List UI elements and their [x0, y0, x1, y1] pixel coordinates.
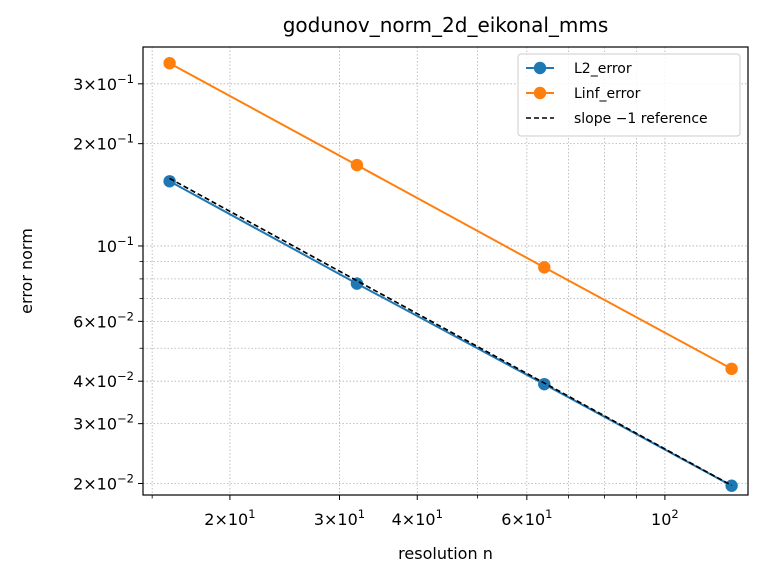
legend-frame — [517, 53, 741, 137]
y-axis-title: error norm — [17, 228, 36, 314]
y-tick-label: 2×10−1 — [73, 132, 134, 154]
data-point-linf-error — [725, 362, 738, 376]
legend-label: L2_error — [574, 61, 632, 77]
y-tick-label: 3×10−2 — [73, 412, 134, 434]
data-point-l2-error — [350, 277, 364, 290]
x-tick-label: 6×101 — [501, 507, 552, 529]
series-line-linf-error — [169, 62, 733, 370]
x-axis-title: resolution n — [398, 544, 493, 563]
y-tick-label: 6×10−2 — [73, 309, 134, 331]
x-tick-label: 3×101 — [314, 507, 365, 529]
legend-swatch-marker — [533, 86, 547, 100]
data-point-linf-error — [538, 261, 551, 274]
legend-swatch-marker — [533, 61, 547, 75]
data-point-l2-error — [538, 377, 551, 391]
data-point-l2-error — [725, 479, 738, 492]
x-tick-label: 2×101 — [204, 507, 255, 529]
series-line-l2-error — [169, 180, 733, 487]
y-tick-label: 3×10−1 — [73, 72, 134, 94]
tick-labels: 2×101 3×101 4×101 6×101 102 3×10−1 2×10−1 10−1 6… — [73, 72, 679, 529]
legend-label: slope −1 reference — [574, 111, 708, 127]
chart-title: godunov_norm_2d_eikonal_mms — [283, 13, 609, 37]
legend-label: Linf_error — [574, 86, 641, 102]
series-layer — [163, 56, 738, 492]
x-tick-label: 102 — [651, 507, 679, 529]
y-tick-label: 4×10−2 — [73, 369, 134, 391]
axis-ticks — [138, 83, 666, 500]
y-tick-label: 2×10−2 — [73, 471, 134, 493]
plot-frame — [142, 46, 749, 496]
data-point-linf-error — [350, 158, 364, 172]
y-tick-label: 10−1 — [97, 234, 134, 256]
reference-line-overlay — [169, 177, 732, 487]
data-point-l2-error — [163, 175, 176, 188]
data-point-linf-error — [163, 56, 176, 70]
x-tick-label: 4×101 — [392, 507, 443, 529]
